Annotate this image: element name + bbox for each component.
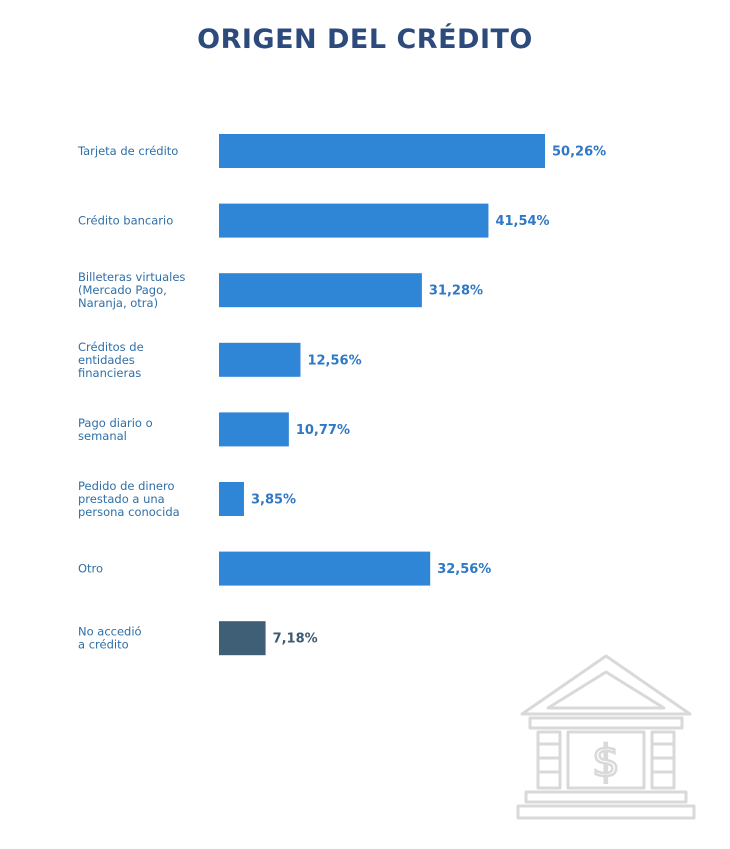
- category-label: Otro: [78, 562, 103, 576]
- category-label-line: financieras: [78, 366, 141, 380]
- category-label-line: (Mercado Pago,: [78, 283, 167, 297]
- bar: [219, 412, 289, 447]
- data-label: 32,56%: [437, 562, 491, 577]
- category-label-line: persona conocida: [78, 505, 180, 519]
- category-label-line: Crédito bancario: [78, 214, 173, 228]
- category-label-line: Billeteras virtuales: [78, 270, 185, 284]
- category-label-line: prestado a una: [78, 492, 165, 506]
- category-label: Créditos de entidades financieras: [78, 340, 144, 380]
- data-label: 50,26%: [552, 145, 606, 160]
- data-label: 41,54%: [495, 214, 549, 229]
- category-label-line: Créditos de: [78, 340, 144, 354]
- data-label: 31,28%: [429, 284, 483, 299]
- category-label: Pago diario o semanal: [78, 416, 153, 443]
- category-label-line: Pago diario o: [78, 416, 153, 430]
- data-label: 3,85%: [251, 493, 296, 508]
- category-label: Billeteras virtuales (Mercado Pago, Naranj…: [78, 270, 185, 310]
- category-label: Tarjeta de crédito: [77, 144, 178, 158]
- bank-dollar-icon: $: [516, 654, 696, 820]
- category-label-line: entidades: [78, 353, 135, 367]
- category-label-line: No accedió: [78, 625, 142, 639]
- category-label: Pedido de dinero prestado a una persona co…: [78, 479, 180, 519]
- chart-title: ORIGEN DEL CRÉDITO: [197, 24, 533, 55]
- bar: [219, 482, 244, 516]
- category-label-line: Otro: [78, 562, 103, 576]
- category-label-line: Pedido de dinero: [78, 479, 175, 493]
- category-label-line: Naranja, otra): [78, 296, 158, 310]
- category-label: Crédito bancario: [78, 214, 173, 228]
- bar: [219, 273, 422, 308]
- category-label-line: Tarjeta de crédito: [77, 144, 178, 158]
- bar: [219, 551, 431, 586]
- bar: [219, 621, 266, 656]
- bar: [219, 203, 489, 238]
- bar: [219, 134, 545, 168]
- svg-text:$: $: [592, 736, 620, 787]
- data-label: 10,77%: [296, 423, 350, 438]
- category-label-line: semanal: [78, 429, 127, 443]
- data-label: 12,56%: [307, 353, 361, 368]
- bar: [219, 342, 301, 377]
- category-label-line: a crédito: [78, 638, 129, 652]
- data-label: 7,18%: [273, 632, 318, 647]
- category-label: No accedió a crédito: [78, 625, 142, 652]
